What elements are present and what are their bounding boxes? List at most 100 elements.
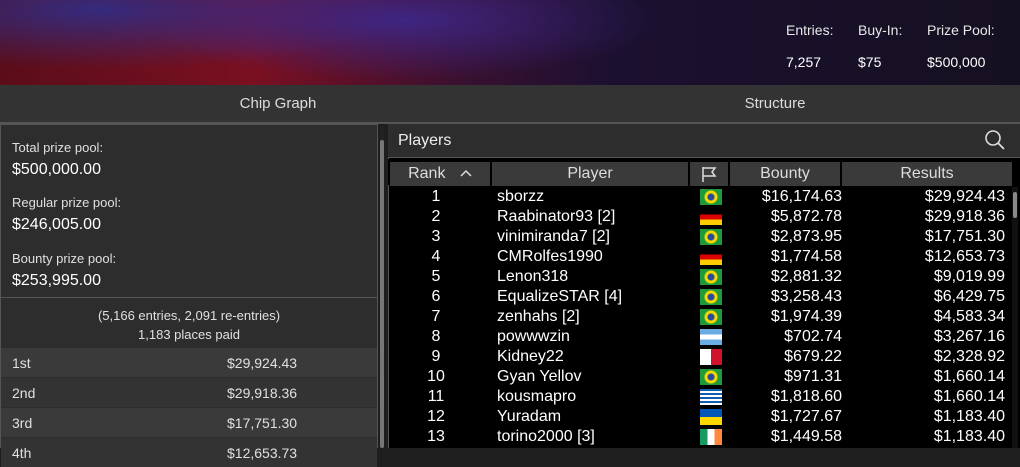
payout-place: 4th [12,445,32,461]
bounty: $2,873.95 [770,228,842,245]
buyin-label: Buy-In: [858,22,903,38]
country-flag [700,209,722,225]
column-header[interactable]: Player [492,162,688,186]
bounty: $1,974.39 [770,308,842,325]
total-value: $500,000.00 [12,161,101,178]
result: $29,918.36 [924,208,1005,225]
tab[interactable]: Structure [744,95,806,112]
bounty: $702.74 [784,328,842,345]
column-header[interactable]: Rank [390,162,490,186]
entries-note: (5,166 entries, 2,091 re-entries) [97,308,281,323]
column-header[interactable] [690,162,728,186]
prize-panel: Total prize pool: $500,000.00 Regular pr… [0,124,378,467]
player-name: kousmapro [497,388,577,405]
player-name: Kidney22 [497,348,564,365]
rank: 7 [431,308,441,325]
player-name: torino2000 [3] [497,428,595,445]
result: $2,328.92 [933,348,1005,365]
players-title: Players [398,132,452,149]
result: $1,660.14 [933,368,1005,385]
country-flag [700,409,722,425]
scrollbar-thumb[interactable] [1013,192,1017,218]
result: $29,924.43 [924,188,1005,205]
bounty: $679.22 [784,348,842,365]
search-icon[interactable] [984,129,1006,151]
column-header[interactable]: Bounty [730,162,840,186]
country-flag [700,289,722,305]
payout-amount: $29,918.36 [227,385,298,401]
player-name: Raabinator93 [2] [497,208,616,225]
result: $4,583.34 [933,308,1005,325]
country-flag [700,229,722,245]
sort-icon [460,169,472,177]
column-header[interactable]: Results [842,162,1012,186]
rank: 10 [427,368,445,385]
result: $6,429.75 [933,288,1005,305]
result: $1,183.40 [933,428,1005,445]
player-name: CMRolfes1990 [497,248,603,265]
player-name: powwwzin [497,328,570,345]
bounty: $1,727.67 [770,408,842,425]
bounty-value: $253,995.00 [12,272,101,289]
country-flag [700,349,722,365]
rank: 4 [431,248,441,265]
rank: 5 [431,268,441,285]
payout-amount: $29,924.43 [227,355,298,371]
prize-label: Prize Pool: [927,22,995,38]
country-flag [700,269,722,285]
country-flag [700,249,722,265]
rank: 13 [427,428,445,445]
rank: 12 [427,408,445,425]
country-flag [700,329,722,345]
tab[interactable]: Chip Graph [239,95,317,112]
rank: 1 [431,188,441,205]
bounty: $5,872.78 [770,208,842,225]
player-name: zenhahs [2] [497,308,580,325]
country-flag [700,309,722,325]
payout-place: 1st [12,355,31,371]
scrollbar-thumb[interactable] [380,140,384,448]
country-flag [700,369,722,385]
bounty: $2,881.32 [770,268,842,285]
result: $12,653.73 [924,248,1005,265]
payout-row: 3rd $17,751.30 [1,408,377,437]
rank: 6 [431,288,441,305]
result: $1,183.40 [933,408,1005,425]
payout-place: 2nd [12,385,36,401]
rank: 8 [431,328,441,345]
scrollbar-track [1012,187,1018,448]
player-name: EqualizeSTAR [4] [497,288,623,305]
total-label: Total prize pool: [12,140,104,155]
result: $9,019.99 [933,268,1005,285]
result: $1,660.14 [933,388,1005,405]
column-title: Rank [408,165,446,182]
payout-row: 2nd $29,918.36 [1,378,377,407]
buyin-value: $75 [858,54,882,70]
payout-amount: $12,653.73 [227,445,298,461]
tournament-header: Entries: Buy-In: Prize Pool: 7,257 $75 $… [0,0,1020,85]
bounty: $3,258.43 [770,288,842,305]
bounty: $16,174.63 [761,188,842,205]
places-paid: 1,183 places paid [138,327,240,342]
regular-label: Regular prize pool: [12,195,122,210]
entries-value: 7,257 [786,54,822,70]
rank: 3 [431,228,441,245]
country-flag [700,429,722,445]
entries-label: Entries: [786,22,834,38]
rank: 11 [427,388,445,405]
player-name: Lenon318 [497,268,569,285]
rank: 9 [431,348,441,365]
divider [1,297,377,298]
payout-place: 3rd [12,415,33,431]
player-name: Gyan Yellov [497,368,582,385]
player-name: sborzz [497,188,545,205]
result: $17,751.30 [924,228,1005,245]
flag-icon [702,167,717,182]
prize-value: $500,000 [927,54,986,70]
payout-row: 1st $29,924.43 [1,348,377,377]
players-header: Players [388,124,1020,158]
bounty: $1,774.58 [770,248,842,265]
player-name: Yuradam [497,408,562,425]
payout-amount: $17,751.30 [227,415,298,431]
country-flag [700,189,722,205]
